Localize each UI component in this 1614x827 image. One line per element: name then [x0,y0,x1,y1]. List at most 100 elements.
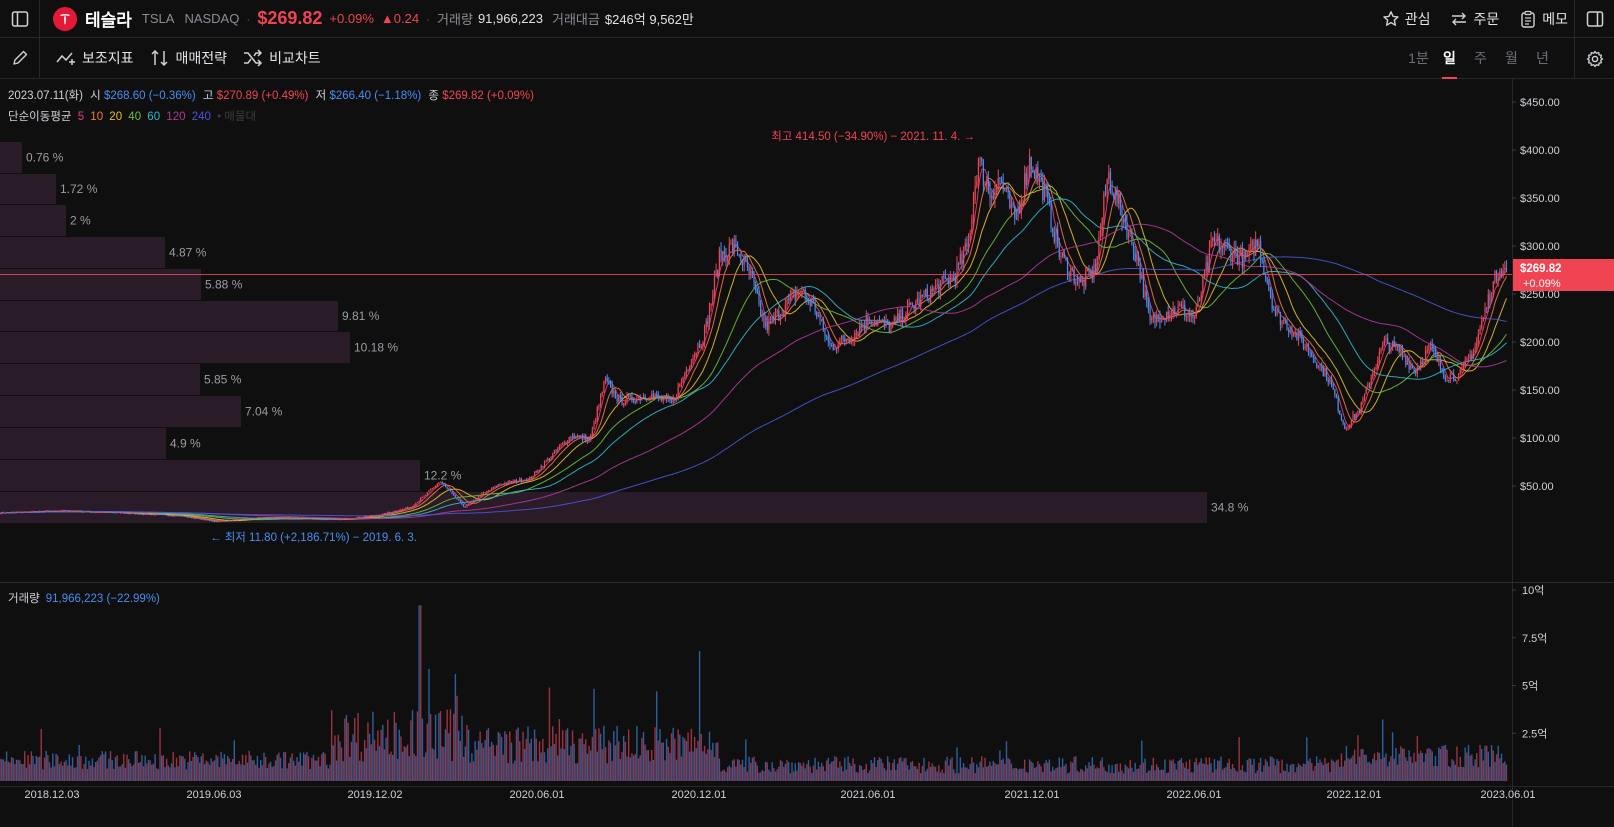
volume-bar [849,763,851,781]
candle-body [187,517,189,518]
volume-bar [448,733,450,781]
volume-bar [1416,735,1419,781]
candle-body [811,301,813,307]
candle-body [293,517,295,519]
volume-bar [1192,772,1194,781]
volume-bar [1240,769,1242,781]
candle-body [662,398,664,401]
compare-button[interactable]: 비교차트 [243,48,321,68]
volume-bar [1390,756,1392,781]
volume-bar [1504,761,1506,781]
candle-body [1332,383,1334,389]
candle-body [278,517,280,519]
candle-body [1058,246,1060,258]
volume-bar [1405,757,1407,781]
candle-body [397,510,399,512]
candle-body [57,511,59,513]
volume-bar [949,759,952,781]
candle-body [652,394,654,397]
candle-body [1032,169,1034,172]
strategy-button[interactable]: 매매전략 [150,48,227,68]
candle-body [1009,191,1011,208]
candle-body [421,496,423,498]
volume-bar [1208,757,1211,781]
sidebar-toggle-button[interactable] [0,0,40,38]
watch-button[interactable]: 관심 [1382,9,1430,29]
candle-body [337,519,339,521]
volume-bar [733,759,735,781]
volume-bar [1291,763,1293,781]
volume-bar [1474,759,1476,781]
candle-body [972,199,975,219]
price-chart[interactable]: 0.76 %1.72 %2 %4.87 %5.88 %9.81 %10.18 %… [0,79,1614,827]
candle-body [793,291,795,293]
candle-body [362,517,364,518]
chart-settings-button[interactable] [1574,38,1614,79]
volume-bar [142,766,145,781]
candle-body [773,315,775,320]
volume-bar [1367,762,1369,781]
volume-bar [1073,756,1075,781]
volume-bar [147,759,150,781]
tab-month[interactable]: 월 [1505,50,1518,66]
candle-body [1279,311,1281,326]
candle-body [355,517,357,519]
volume-bar [299,752,301,781]
current-price-tag-pct: +0.09% [1523,278,1561,290]
volume-bar [200,756,202,781]
candle-body [1225,242,1227,244]
candle-body [167,515,169,517]
volume-bar [1180,757,1183,781]
volume-bar [674,738,676,781]
candle-body [1184,304,1186,317]
candle-body [1489,294,1491,303]
drawing-tool-button[interactable] [0,37,40,79]
candle-body [367,516,369,518]
order-button[interactable]: 주문 [1450,9,1499,29]
tab-week[interactable]: 주 [1474,50,1487,66]
candle-body [1250,243,1252,248]
volume-bar [42,769,44,781]
candle-body [524,479,526,482]
volume-bar [821,762,823,781]
tab-day[interactable]: 일 [1434,38,1465,79]
volume-bar [1433,766,1435,781]
candle-body [202,519,204,520]
candle-body [68,510,70,512]
tab-year[interactable]: 년 [1536,50,1549,66]
volume-bar [608,740,610,781]
volume-bar [967,769,970,781]
volume-bar [1052,766,1054,781]
candle-body [1124,218,1126,223]
volume-bar [177,766,179,781]
candle-body [1136,254,1138,261]
volume-bar [560,748,562,781]
candle-body [1433,348,1435,352]
candle-body [1453,373,1455,379]
volume-bar [915,766,917,781]
volume-bar [362,761,364,781]
volume-bar [825,760,828,781]
right-panel-toggle-button[interactable] [1574,0,1614,38]
tab-1min[interactable]: 1분 [1408,50,1429,66]
volume-bar [883,768,886,781]
candle-body [314,518,316,520]
volume-bar [736,759,739,781]
candle-body [923,295,925,297]
candle-body [1461,367,1463,370]
volume-bar [502,754,504,781]
indicators-button[interactable]: 보조지표 [56,48,134,68]
volume-bar [487,727,490,781]
candle-body [750,270,752,274]
candle-body [915,303,917,310]
candle-body [1088,268,1090,274]
memo-button[interactable]: 메모 [1519,9,1568,29]
volume-bar [609,742,612,781]
candle-body [938,284,940,295]
volume-bar [396,758,399,781]
volume-bar [406,744,409,781]
volume-bar [264,756,267,781]
volume-bar [208,764,211,781]
volume-bar [1014,768,1016,781]
top-actions: 관심 주문 메모 [1382,0,1568,38]
